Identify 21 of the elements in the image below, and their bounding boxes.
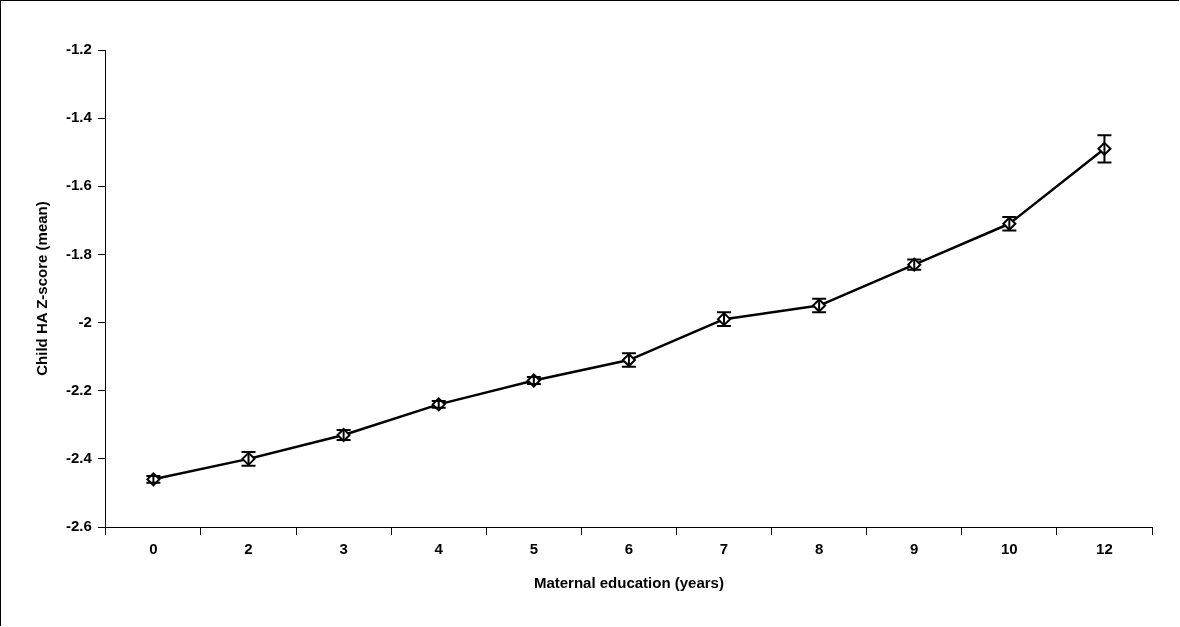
x-tick-label: 9 bbox=[910, 540, 919, 558]
x-tick-label: 0 bbox=[149, 540, 158, 558]
y-tick-label: -1.2 bbox=[65, 40, 92, 58]
y-tick-label: -1.4 bbox=[65, 108, 93, 126]
x-tick-label: 2 bbox=[244, 540, 253, 558]
y-axis-title: Child HA Z-score (mean) bbox=[33, 201, 51, 376]
y-tick-label: -1.8 bbox=[65, 244, 92, 262]
y-tick-label: -1.6 bbox=[65, 176, 92, 194]
y-tick-label: -2.2 bbox=[65, 380, 92, 398]
x-tick-label: 4 bbox=[434, 540, 444, 558]
x-tick-label: 10 bbox=[1001, 540, 1018, 558]
y-tick-label: -2 bbox=[78, 312, 92, 330]
x-tick-label: 12 bbox=[1096, 540, 1113, 558]
x-tick-label: 5 bbox=[529, 540, 538, 558]
x-tick-label: 7 bbox=[719, 540, 729, 558]
x-tick-label: 3 bbox=[339, 540, 348, 558]
x-tick-label: 6 bbox=[624, 540, 634, 558]
x-axis-title: Maternal education (years) bbox=[533, 574, 724, 592]
y-tick-label: -2.4 bbox=[65, 449, 93, 466]
x-tick-label: 8 bbox=[814, 540, 824, 558]
y-tick-label: -2.6 bbox=[65, 517, 92, 535]
